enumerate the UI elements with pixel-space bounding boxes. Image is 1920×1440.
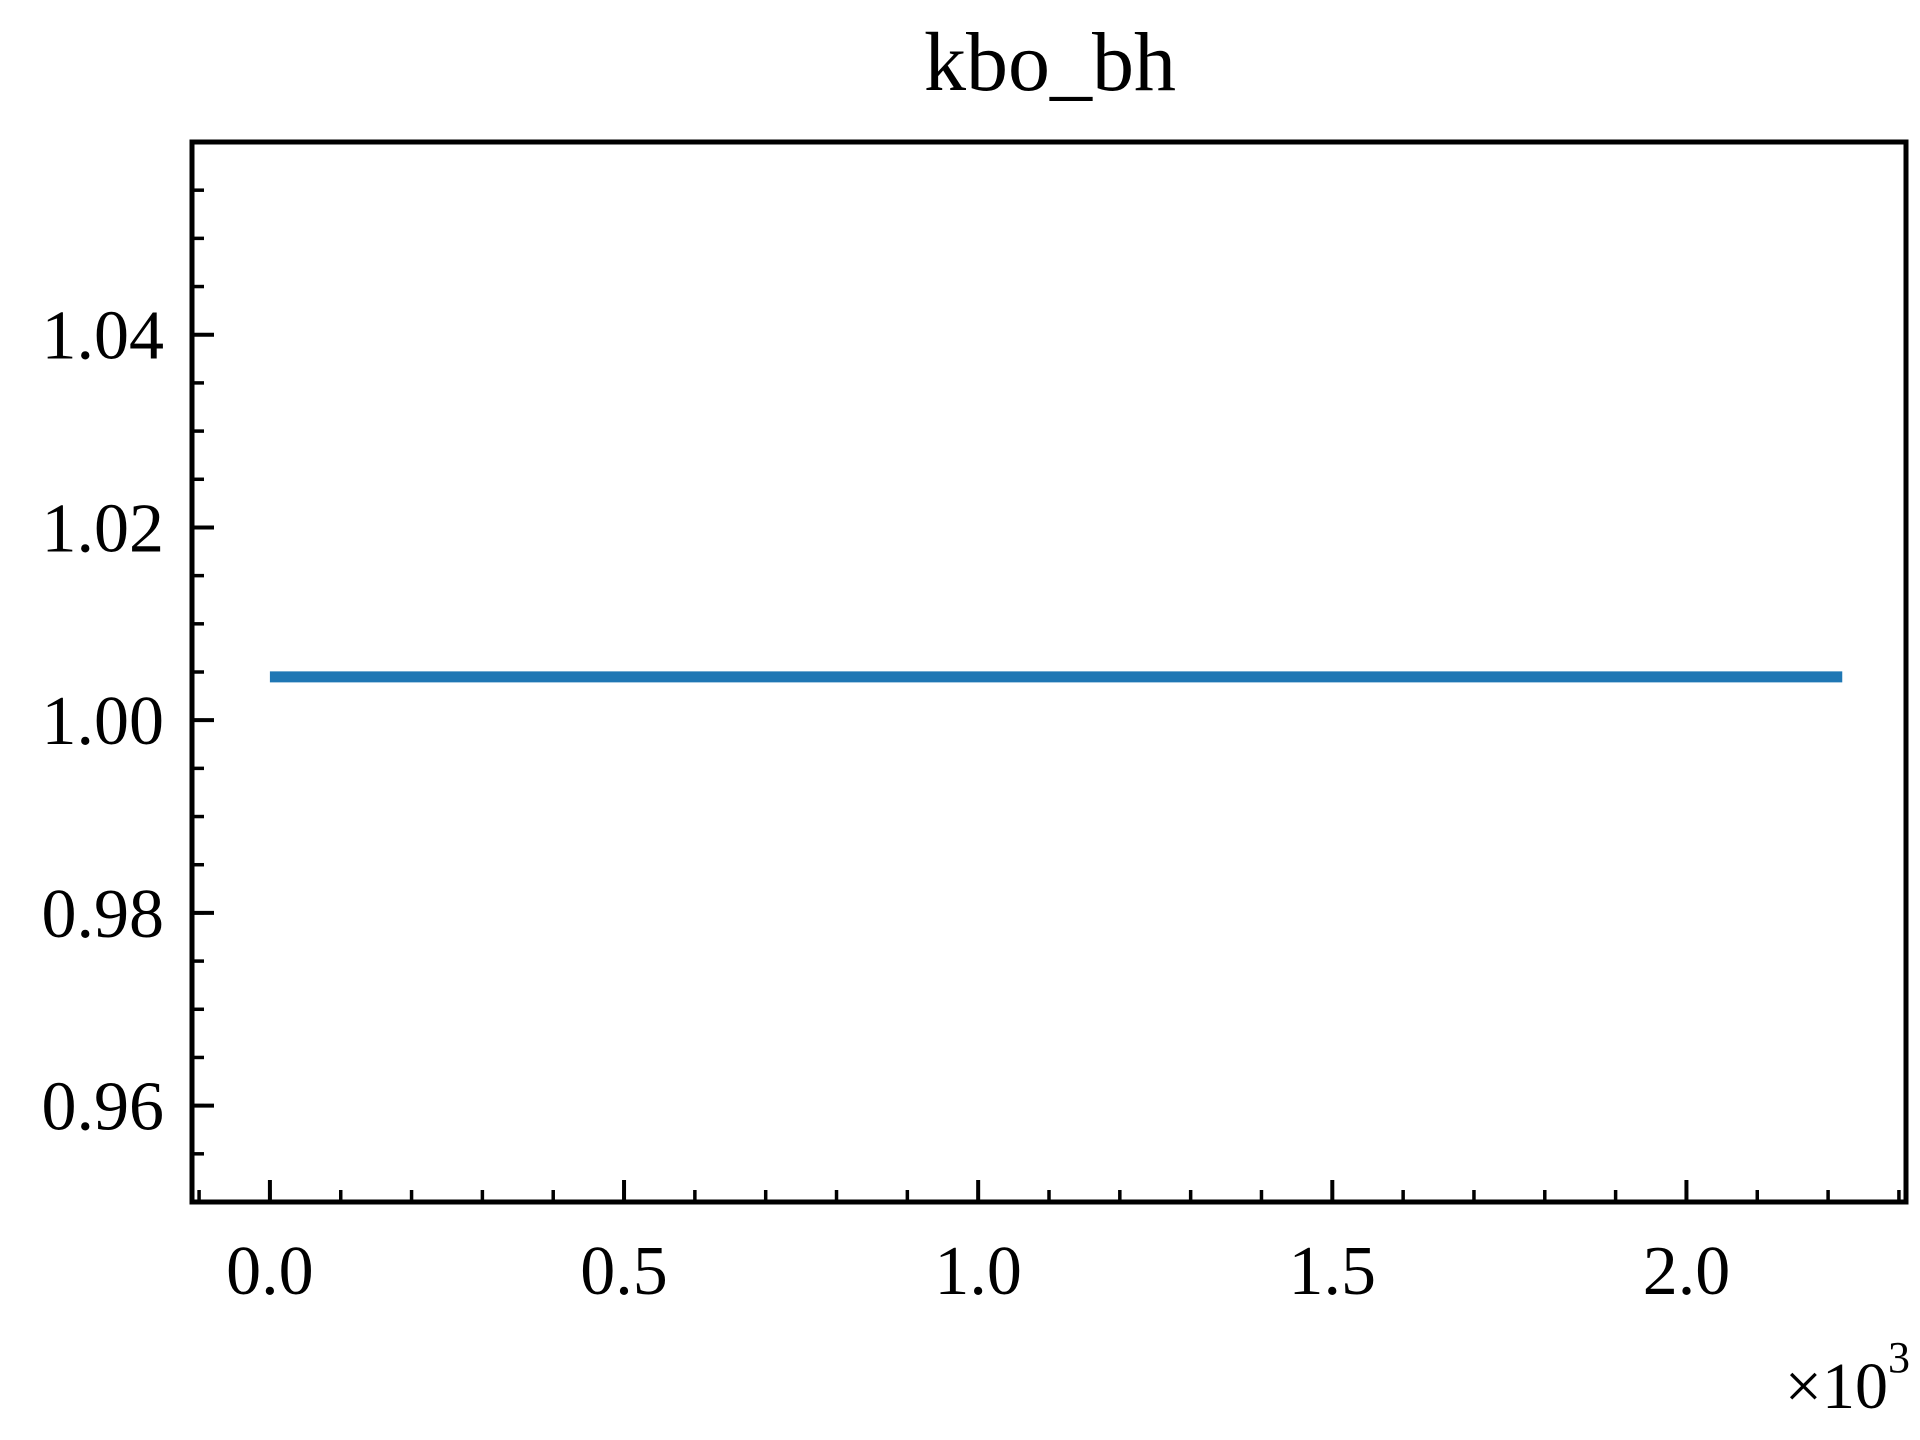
x-tick-label: 0.0 (226, 1233, 314, 1310)
x-tick-label: 1.0 (934, 1233, 1022, 1310)
x-tick-label: 0.5 (580, 1233, 668, 1310)
x-offset-base: ×10 (1785, 1350, 1888, 1423)
y-tick-label: 0.98 (42, 876, 165, 953)
y-tick-label: 1.04 (42, 298, 165, 375)
minor-ticks (192, 188, 1901, 1202)
major-ticks (192, 332, 1689, 1202)
y-tick-label: 0.96 (42, 1069, 165, 1146)
chart-title: kbo_bh (924, 16, 1176, 109)
x-tick-label: 2.0 (1643, 1233, 1731, 1310)
y-tick-label: 1.02 (42, 490, 165, 567)
x-tick-label: 1.5 (1289, 1233, 1377, 1310)
x-offset-exponent: 3 (1888, 1333, 1910, 1382)
x-tick-labels: 0.0 0.5 1.0 1.5 2.0 (226, 1233, 1730, 1310)
axes-frame (189, 139, 1909, 1205)
y-tick-labels: 0.96 0.98 1.00 1.02 1.04 (42, 298, 165, 1146)
x-axis-offset-label: ×103 (1785, 1333, 1910, 1423)
y-tick-label: 1.00 (42, 683, 165, 760)
